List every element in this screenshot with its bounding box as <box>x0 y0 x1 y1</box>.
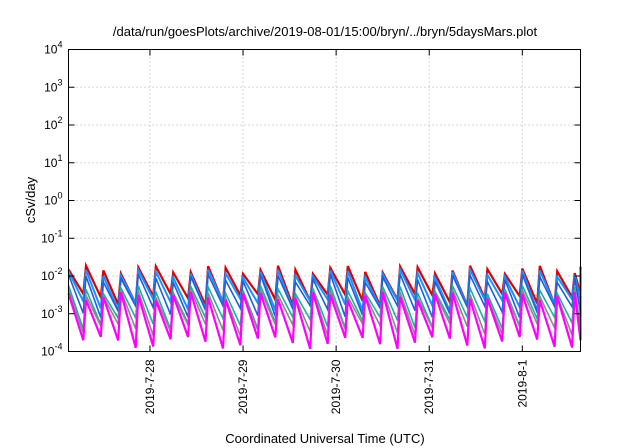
y-tick-label: 103 <box>44 77 62 94</box>
x-tick-label: 2019-8-1 <box>515 359 529 407</box>
y-tick-label: 10-2 <box>41 266 62 283</box>
series-line-2 <box>67 265 582 314</box>
y-tick-label: 101 <box>44 153 62 170</box>
series-line-5 <box>67 289 582 337</box>
y-tick-label: 100 <box>44 191 62 208</box>
y-tick-label: 10-3 <box>41 304 62 321</box>
y-tick-label: 10-4 <box>41 342 62 359</box>
series-line-1 <box>67 261 582 308</box>
series-line-3 <box>67 271 582 319</box>
y-tick-label: 102 <box>44 115 62 132</box>
x-tick-label: 2019-7-28 <box>143 359 157 414</box>
x-tick-label: 2019-7-31 <box>422 359 436 414</box>
y-axis: 10-4 10-3 10-2 10-1 100 101 102 103 104 <box>41 40 581 359</box>
grid <box>68 49 581 352</box>
series-line-6 <box>67 291 582 350</box>
chart-title: /data/run/goesPlots/archive/2019-08-01/1… <box>113 24 538 39</box>
y-tick-label: 104 <box>44 40 62 57</box>
y-axis-label: cSv/day <box>23 176 38 223</box>
x-tick-label: 2019-7-30 <box>329 359 343 414</box>
x-axis-label: Coordinated Universal Time (UTC) <box>225 431 424 446</box>
series-group <box>67 261 582 350</box>
x-tick-label: 2019-7-29 <box>236 359 250 414</box>
x-axis: 2019-7-28 2019-7-29 2019-7-30 2019-7-31 2019… <box>143 49 529 414</box>
y-tick-label: 10-1 <box>41 228 62 245</box>
